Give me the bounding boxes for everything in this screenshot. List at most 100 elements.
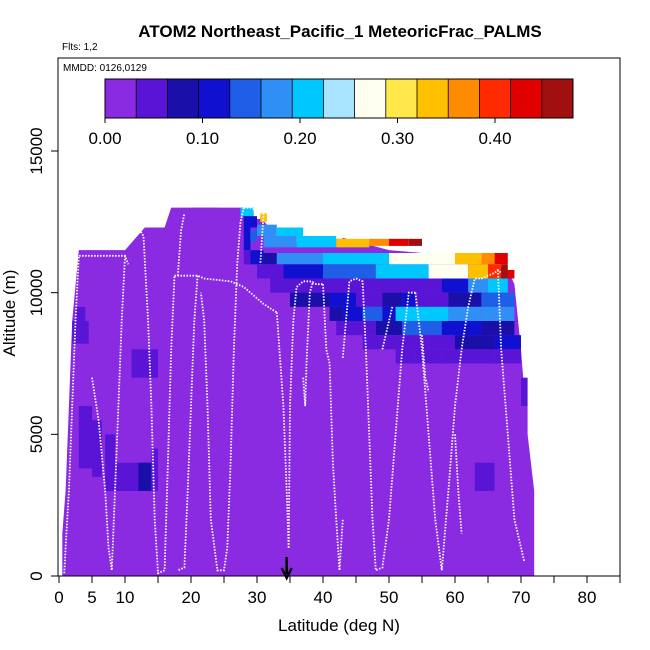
heatmap-cell xyxy=(428,264,469,279)
heatmap-cell xyxy=(474,462,495,491)
heatmap-cell xyxy=(507,270,515,279)
x-tick-label: 40 xyxy=(314,588,333,607)
colorbar-swatches xyxy=(105,79,574,118)
heatmap-cell xyxy=(105,434,116,491)
heatmap-cell xyxy=(257,264,284,279)
flight-track xyxy=(497,269,526,563)
heatmap-cell xyxy=(250,250,264,265)
colorbar-swatch xyxy=(323,79,355,118)
heatmap-cell xyxy=(296,448,310,463)
flights-note: Flts: 1,2 xyxy=(62,42,98,53)
heatmap-cell xyxy=(240,207,254,217)
flight-track xyxy=(275,312,290,548)
heatmap-cell xyxy=(115,462,125,491)
heatmap-cell xyxy=(461,448,475,477)
colorbar-swatch xyxy=(385,79,418,118)
heatmap-cell xyxy=(276,253,323,265)
heatmap-cell xyxy=(468,278,488,293)
heatmap-cell xyxy=(375,321,403,336)
dates-note: MMDD: 0126,0129 xyxy=(63,63,147,74)
heatmap-cell xyxy=(257,406,284,463)
heatmap-cell xyxy=(382,292,403,307)
heatmap-cell xyxy=(72,434,79,463)
heatmap-cell xyxy=(494,335,521,350)
heatmap-cell xyxy=(296,236,337,248)
heatmap-cell xyxy=(402,292,416,307)
x-tick-label: 80 xyxy=(578,588,597,607)
y-tick-label: 5000 xyxy=(27,415,46,453)
heatmap-cell xyxy=(448,306,482,321)
x-tick-label: 20 xyxy=(182,588,201,607)
heatmap-cell xyxy=(329,292,356,307)
heatmap-cell xyxy=(329,306,343,321)
colorbar-swatch xyxy=(198,79,231,118)
flight-track xyxy=(454,434,463,534)
colorbar: 0.00 0.10 0.20 0.30 0.40 xyxy=(88,78,574,148)
heatmap-cell xyxy=(75,306,86,321)
heatmap-cell xyxy=(336,238,370,248)
heatmap-cell xyxy=(369,238,389,246)
plot-area xyxy=(57,57,621,577)
flight-track xyxy=(176,213,186,276)
heatmap-cell xyxy=(441,321,482,336)
heatmap-cell xyxy=(253,210,261,219)
heatmap-cell xyxy=(151,448,158,477)
flight-track xyxy=(200,207,245,572)
x-tick-label: 10 xyxy=(116,588,135,607)
y-axis-label: Altitude (m) xyxy=(0,270,19,357)
heatmap-cell xyxy=(323,264,376,279)
heatmap-cell xyxy=(501,264,508,279)
heatmap-cell xyxy=(481,253,495,265)
heatmap-cell xyxy=(402,321,442,336)
heatmap-cell xyxy=(428,335,455,350)
heatmap-cell xyxy=(455,253,482,265)
flight-track xyxy=(381,306,394,350)
heatmap-cell xyxy=(243,227,251,251)
heatmap-cell xyxy=(488,264,502,279)
y-tick-label: 10000 xyxy=(27,269,46,316)
colorbar-tick-label: 0.20 xyxy=(283,129,316,148)
y-axis: 0 5000 10000 15000 xyxy=(27,127,58,581)
plot-frame xyxy=(57,57,621,577)
heatmap-cell xyxy=(441,349,495,364)
heatmap-cell xyxy=(276,227,304,236)
heatmap-cell xyxy=(92,335,99,406)
colorbar-tick-label: 0.30 xyxy=(381,129,414,148)
heatmap-cell xyxy=(362,306,383,321)
colorbar-swatch xyxy=(417,79,449,118)
heatmap-cell xyxy=(125,349,132,378)
heatmap-cell xyxy=(131,349,158,378)
colorbar-frame xyxy=(104,78,574,119)
heatmap-cell xyxy=(448,292,482,307)
heatmap-cell xyxy=(402,278,442,293)
heatmap-cell xyxy=(144,542,158,559)
heatmap-cell xyxy=(415,349,442,364)
heatmap-cell xyxy=(415,292,449,307)
heatmap-cell xyxy=(158,227,172,248)
heatmap-cell xyxy=(375,264,429,279)
heatmap-cell xyxy=(389,253,455,265)
heatmap-cell xyxy=(323,253,389,265)
heatmap-cell xyxy=(356,292,383,307)
heatmap-cell xyxy=(303,230,343,239)
heatmap-cell xyxy=(521,377,528,406)
heatmap-cell xyxy=(395,306,449,321)
heatmap-cell xyxy=(296,278,356,293)
colorbar-swatch xyxy=(229,79,262,118)
heatmap-cell xyxy=(408,238,422,246)
heatmap-cell xyxy=(494,253,508,265)
heatmap-cell xyxy=(481,292,515,307)
flight-track xyxy=(128,226,176,575)
x-tick-label: 0 xyxy=(54,588,63,607)
colorbar-swatch xyxy=(510,79,543,118)
colorbar-swatch xyxy=(354,79,387,118)
heatmap-cell xyxy=(263,253,277,265)
x-tick-label: 50 xyxy=(380,588,399,607)
heatmap-cell xyxy=(250,230,257,242)
colorbar-swatch xyxy=(167,79,199,118)
heatmap-cell xyxy=(402,335,429,350)
heatmap-cell xyxy=(230,420,244,435)
heatmap-cell xyxy=(243,250,251,265)
heatmap-cell xyxy=(283,264,323,279)
